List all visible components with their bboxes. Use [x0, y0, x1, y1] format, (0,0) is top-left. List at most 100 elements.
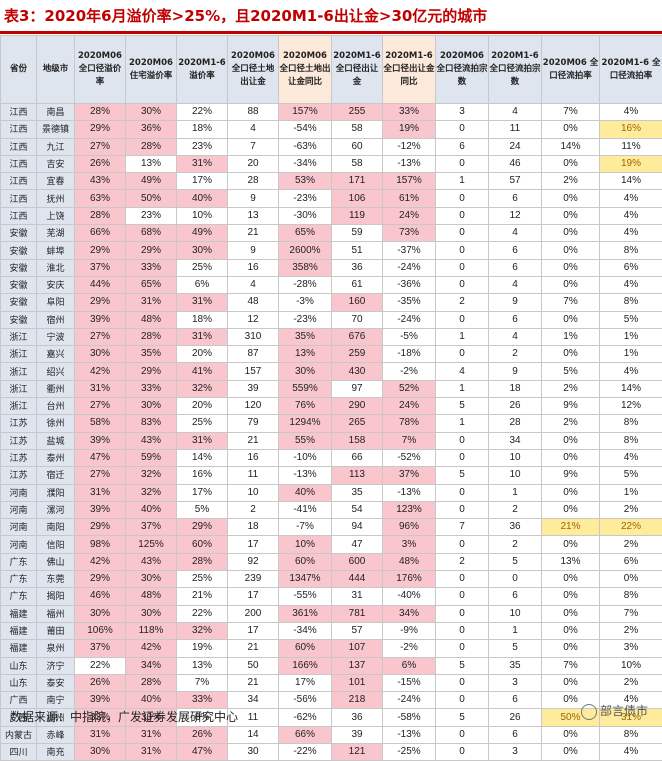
data-cell: 0: [436, 674, 489, 691]
data-cell: 97: [332, 380, 383, 397]
data-cell: 46%: [75, 588, 126, 605]
city-cell: 景德镇: [37, 121, 75, 138]
data-cell: 361%: [279, 605, 332, 622]
data-cell: 17: [228, 536, 279, 553]
data-cell: 31%: [75, 726, 126, 743]
data-cell: 26%: [75, 155, 126, 172]
data-cell: 39: [332, 726, 383, 743]
data-cell: -2%: [383, 363, 436, 380]
data-cell: 27%: [75, 328, 126, 345]
data-cell: 51: [332, 242, 383, 259]
data-cell: 20: [228, 155, 279, 172]
data-cell: 30%: [75, 743, 126, 760]
header-province: 省份: [1, 36, 37, 104]
data-cell: 4: [228, 276, 279, 293]
province-cell: 江苏: [1, 449, 37, 466]
data-cell: -13%: [383, 155, 436, 172]
data-cell: 50: [228, 657, 279, 674]
data-cell: 58: [332, 121, 383, 138]
data-cell: -63%: [279, 138, 332, 155]
data-cell: 44%: [75, 276, 126, 293]
data-cell: 70: [332, 311, 383, 328]
data-cell: 4: [489, 104, 542, 121]
data-cell: 0: [436, 346, 489, 363]
province-cell: 广东: [1, 588, 37, 605]
data-cell: 2%: [600, 674, 662, 691]
data-cell: 1: [436, 328, 489, 345]
data-cell: 1: [436, 415, 489, 432]
data-cell: 6: [489, 692, 542, 709]
data-cell: 36: [489, 519, 542, 536]
data-cell: 5%: [600, 311, 662, 328]
data-cell: 26: [489, 398, 542, 415]
data-cell: 30%: [75, 605, 126, 622]
data-cell: 22%: [600, 519, 662, 536]
data-cell: 6: [489, 190, 542, 207]
data-cell: -52%: [383, 449, 436, 466]
data-cell: 18%: [177, 121, 228, 138]
data-cell: 0%: [542, 346, 600, 363]
data-cell: 1%: [542, 328, 600, 345]
data-cell: 79: [228, 415, 279, 432]
data-cell: 0: [436, 432, 489, 449]
province-cell: 浙江: [1, 398, 37, 415]
city-cell: 泰安: [37, 674, 75, 691]
data-cell: 0: [436, 242, 489, 259]
data-cell: 2: [489, 501, 542, 518]
data-cell: 42%: [75, 553, 126, 570]
province-cell: 广东: [1, 571, 37, 588]
data-cell: 25%: [177, 259, 228, 276]
province-cell: 四川: [1, 743, 37, 760]
data-cell: 42%: [75, 363, 126, 380]
data-cell: 0%: [542, 207, 600, 224]
data-cell: 14%: [600, 380, 662, 397]
data-cell: 88: [228, 104, 279, 121]
data-cell: 28%: [75, 207, 126, 224]
data-cell: 8%: [600, 726, 662, 743]
province-cell: 安徽: [1, 225, 37, 242]
data-cell: 33%: [383, 104, 436, 121]
data-cell: 78%: [383, 415, 436, 432]
data-cell: 65%: [279, 225, 332, 242]
province-cell: 福建: [1, 640, 37, 657]
data-cell: 7: [228, 138, 279, 155]
data-cell: 58: [332, 155, 383, 172]
data-cell: 101: [332, 674, 383, 691]
data-cell: -58%: [383, 709, 436, 726]
data-cell: 61: [332, 276, 383, 293]
data-cell: 39: [228, 380, 279, 397]
province-cell: 江西: [1, 104, 37, 121]
data-cell: 61%: [383, 190, 436, 207]
data-cell: 18: [489, 380, 542, 397]
data-cell: 17%: [177, 484, 228, 501]
data-cell: 22%: [177, 605, 228, 622]
data-cell: -13%: [383, 484, 436, 501]
data-cell: 120: [228, 398, 279, 415]
data-cell: 7%: [542, 657, 600, 674]
data-cell: 5: [436, 467, 489, 484]
data-cell: 0: [436, 640, 489, 657]
data-cell: 0: [436, 605, 489, 622]
data-cell: 0%: [542, 501, 600, 518]
data-cell: 47%: [75, 449, 126, 466]
data-cell: 166%: [279, 657, 332, 674]
data-cell: -22%: [279, 743, 332, 760]
data-cell: -36%: [383, 276, 436, 293]
data-cell: 59: [332, 225, 383, 242]
data-cell: 30%: [177, 242, 228, 259]
data-cell: 7: [436, 519, 489, 536]
city-cell: 嘉兴: [37, 346, 75, 363]
data-cell: -34%: [279, 622, 332, 639]
data-cell: 7%: [383, 432, 436, 449]
data-cell: 11: [489, 121, 542, 138]
data-cell: 157%: [383, 173, 436, 190]
